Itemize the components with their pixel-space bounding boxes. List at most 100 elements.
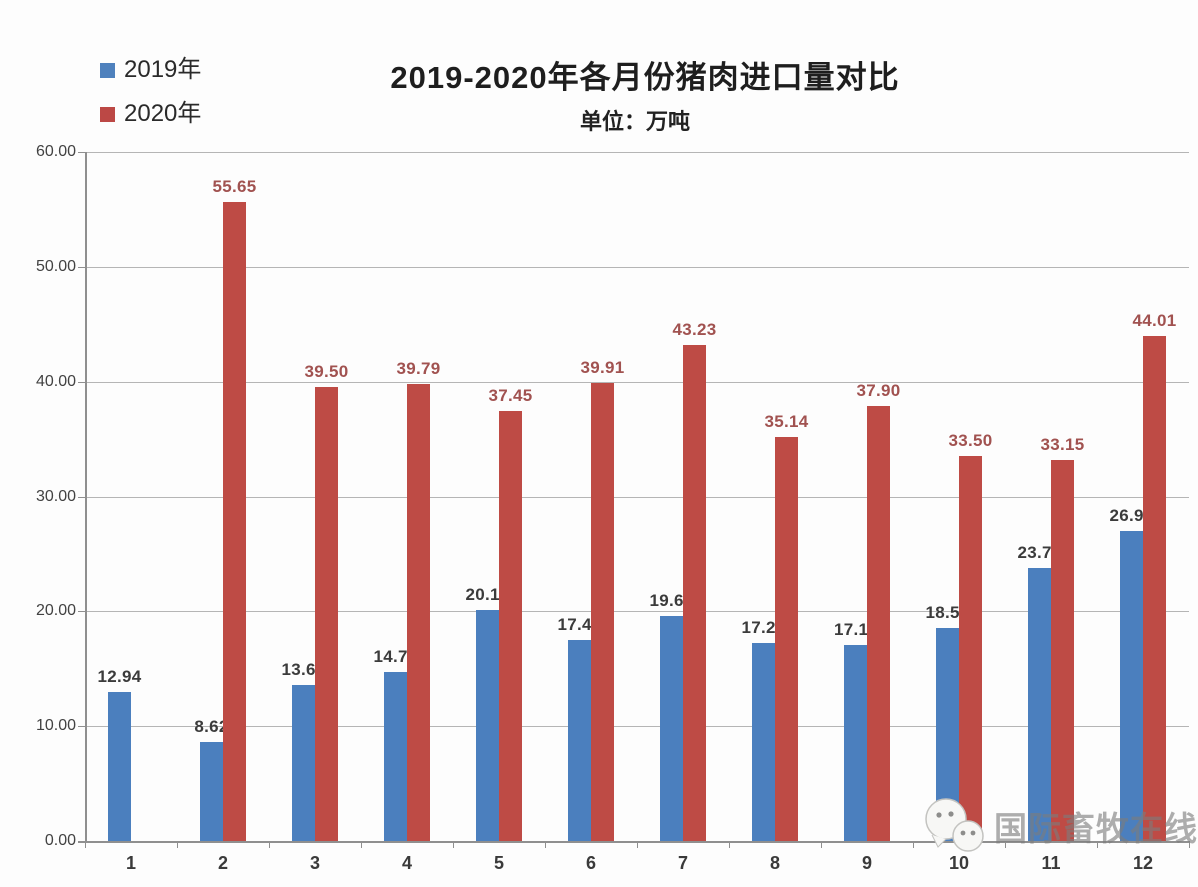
bar-2019年-month-7 bbox=[660, 615, 683, 841]
bar-2020年-month-5 bbox=[499, 410, 522, 841]
data-label-2019年-month-12: 26.98 bbox=[1109, 506, 1154, 526]
y-axis-tick bbox=[78, 266, 85, 268]
y-axis-tick bbox=[78, 496, 85, 498]
bar-2019年-month-9 bbox=[844, 644, 867, 841]
data-label-2020年-month-4: 39.79 bbox=[396, 359, 441, 379]
x-axis-tick bbox=[453, 841, 454, 848]
legend-swatch-2019-icon bbox=[100, 62, 115, 78]
legend-label-2020: 2020年 bbox=[124, 100, 202, 127]
data-label-2020年-month-8: 35.14 bbox=[764, 412, 809, 432]
x-axis-tick bbox=[637, 841, 638, 848]
legend-label-2019: 2019年 bbox=[124, 56, 202, 83]
x-axis-label: 10 bbox=[948, 853, 970, 873]
data-label-2020年-month-12: 44.01 bbox=[1132, 310, 1177, 330]
data-label-2019年-month-8: 17.26 bbox=[741, 617, 786, 637]
y-axis-tick bbox=[78, 152, 85, 153]
bar-2019年-month-10 bbox=[936, 627, 959, 841]
bar-2019年-month-4 bbox=[384, 671, 407, 841]
data-label-2019年-month-7: 19.63 bbox=[649, 590, 694, 610]
data-label-2019年-month-10: 18.56 bbox=[925, 602, 970, 622]
y-axis-tick bbox=[78, 611, 85, 613]
bar-2019年-month-11 bbox=[1028, 567, 1051, 841]
bar-2020年-month-3 bbox=[315, 387, 338, 841]
x-axis-tick bbox=[361, 841, 362, 848]
x-axis-label: 6 bbox=[585, 853, 596, 873]
gridline bbox=[85, 611, 1189, 613]
x-axis-label: 12 bbox=[1132, 853, 1154, 873]
data-label-2019年-month-5: 20.12 bbox=[465, 584, 510, 604]
x-axis-line bbox=[78, 841, 1189, 843]
x-axis-label: 3 bbox=[309, 853, 320, 873]
bar-2019年-month-5 bbox=[476, 609, 499, 841]
x-axis-label: 2 bbox=[217, 853, 228, 873]
bar-2020年-month-7 bbox=[683, 344, 706, 841]
gridline bbox=[85, 381, 1189, 383]
data-label-2020年-month-10: 33.50 bbox=[948, 431, 993, 451]
y-axis-label: 20.00 bbox=[35, 602, 76, 620]
x-axis-tick bbox=[1005, 841, 1006, 848]
y-axis-label: 30.00 bbox=[35, 487, 76, 505]
y-axis-tick bbox=[78, 726, 85, 728]
x-axis-label: 9 bbox=[861, 853, 872, 873]
x-axis-label: 5 bbox=[493, 853, 504, 873]
watermark-text: 国际畜牧在线 bbox=[994, 810, 1198, 847]
bar-2020年-month-10 bbox=[959, 456, 982, 841]
gridline bbox=[85, 266, 1189, 268]
y-axis-label: 60.00 bbox=[35, 143, 76, 160]
y-axis-line bbox=[85, 152, 87, 841]
legend-item-2020: 2020年 bbox=[100, 101, 201, 127]
x-axis-tick bbox=[1189, 841, 1190, 848]
x-axis-label: 1 bbox=[125, 853, 136, 873]
x-axis-tick bbox=[545, 841, 546, 848]
bar-2019年-month-3 bbox=[292, 684, 315, 841]
y-axis-tick bbox=[78, 381, 85, 383]
data-label-2020年-month-3: 39.50 bbox=[304, 362, 349, 382]
bar-2019年-month-6 bbox=[568, 640, 591, 841]
bar-2019年-month-1 bbox=[108, 692, 131, 841]
x-axis-tick bbox=[177, 841, 178, 848]
watermark: 国际畜牧在线 bbox=[922, 797, 1198, 855]
y-axis-label: 10.00 bbox=[35, 717, 76, 735]
x-axis-tick bbox=[85, 841, 86, 848]
bar-2020年-month-2 bbox=[223, 201, 246, 841]
x-axis-label: 7 bbox=[677, 853, 688, 873]
bar-2020年-month-12 bbox=[1143, 335, 1166, 841]
y-axis-label: 0.00 bbox=[44, 832, 76, 849]
bar-2020年-month-8 bbox=[775, 437, 798, 841]
x-axis-tick bbox=[269, 841, 270, 848]
x-axis-tick bbox=[821, 841, 822, 848]
x-axis-tick bbox=[729, 841, 730, 848]
data-label-2020年-month-9: 37.90 bbox=[856, 380, 901, 400]
x-axis-label: 11 bbox=[1041, 853, 1061, 873]
chart-title: 2019-2020年各月份猪肉进口量对比 bbox=[390, 60, 900, 95]
data-label-2019年-month-1: 12.94 bbox=[97, 667, 142, 687]
bar-2019年-month-8 bbox=[752, 642, 775, 841]
bar-2020年-month-9 bbox=[867, 405, 890, 841]
bar-2020年-month-4 bbox=[407, 384, 430, 841]
bar-2019年-month-12 bbox=[1120, 531, 1143, 841]
data-label-2019年-month-11: 23.79 bbox=[1017, 542, 1062, 562]
gridline bbox=[85, 496, 1189, 498]
data-label-2020年-month-2: 55.65 bbox=[212, 176, 257, 196]
bar-2020年-month-11 bbox=[1051, 460, 1074, 841]
bar-2020年-month-6 bbox=[591, 382, 614, 841]
data-label-2020年-month-7: 43.23 bbox=[672, 319, 717, 339]
bar-2019年-month-2 bbox=[200, 742, 223, 841]
gridline bbox=[85, 152, 1189, 153]
data-label-2019年-month-6: 17.47 bbox=[557, 615, 602, 635]
gridline bbox=[85, 726, 1189, 728]
y-axis-label: 50.00 bbox=[35, 257, 76, 275]
data-label-2019年-month-2: 8.62 bbox=[194, 717, 229, 736]
legend-item-2019: 2019年 bbox=[100, 57, 201, 83]
chart-unit-subtitle: 单位：万吨 bbox=[579, 109, 690, 134]
wechat-bubbles-icon bbox=[925, 798, 984, 852]
x-axis-tick bbox=[1097, 841, 1098, 848]
data-label-2019年-month-4: 14.74 bbox=[373, 646, 418, 666]
y-axis-label: 40.00 bbox=[35, 372, 76, 390]
x-axis-tick bbox=[913, 841, 914, 848]
data-label-2020年-month-6: 39.91 bbox=[580, 357, 625, 377]
data-label-2020年-month-5: 37.45 bbox=[488, 385, 533, 405]
x-axis-label: 8 bbox=[769, 853, 780, 873]
data-label-2020年-month-11: 33.15 bbox=[1040, 435, 1085, 455]
